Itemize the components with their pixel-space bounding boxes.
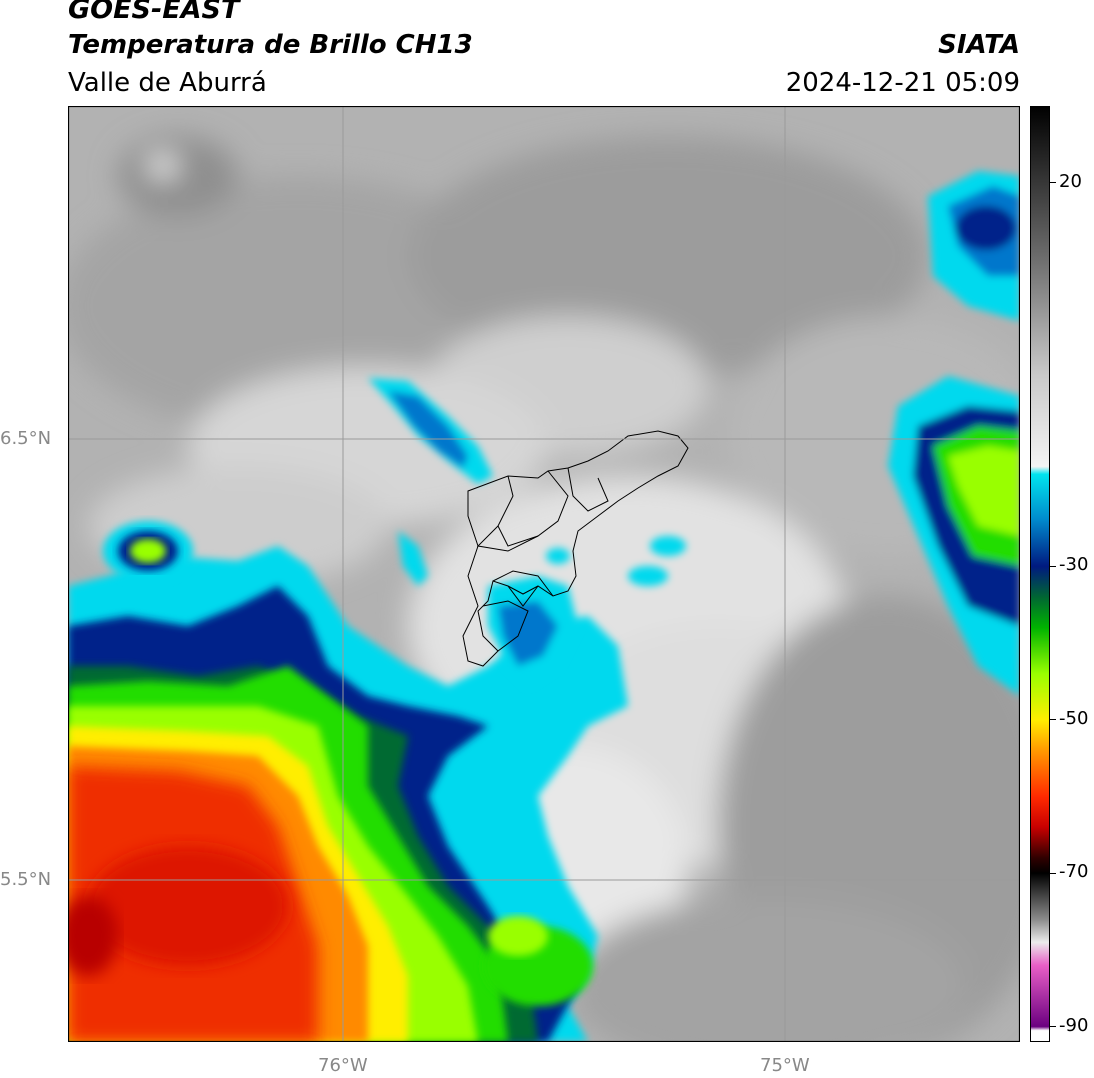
colorbar-tick-mark [1050, 1026, 1056, 1028]
lon-tick-label: 76°W [318, 1055, 368, 1076]
product-title: Temperatura de Brillo CH13 [68, 30, 473, 60]
organization-label: SIATA [938, 30, 1020, 60]
colorbar-frame [1030, 106, 1050, 1042]
colorbar-tick-label: 20 [1059, 170, 1082, 192]
datetime-label: 2024-12-21 05:09 [785, 68, 1020, 98]
map-frame [68, 106, 1020, 1042]
colorbar-tick-mark [1050, 182, 1056, 184]
colorbar [1030, 106, 1050, 1042]
lon-tick-label: 75°W [760, 1055, 810, 1076]
municipal-boundaries [462, 430, 689, 667]
colorbar-tick-label: -50 [1059, 707, 1089, 729]
graticule [68, 106, 1020, 1042]
cell-northeast [928, 171, 1020, 321]
region-subtitle: Valle de Aburrá [68, 68, 267, 98]
colorbar-gradient [1030, 106, 1050, 1042]
satellite-title: GOES-EAST [68, 0, 240, 25]
colorbar-tick-label: -90 [1059, 1014, 1089, 1036]
convective-system-southwest [68, 521, 628, 1042]
colorbar-tick-label: -70 [1059, 861, 1089, 883]
lat-tick-label: 6.5°N [0, 428, 52, 449]
colorbar-tick-mark [1050, 565, 1056, 567]
colorbar-tick-mark [1050, 872, 1056, 874]
colorbar-tick-label: -30 [1059, 554, 1089, 576]
brightness-temperature-map [68, 106, 1020, 1042]
colorbar-tick-mark [1050, 719, 1056, 721]
cells-central [368, 378, 686, 686]
cell-east [888, 376, 1020, 696]
lat-tick-label: 5.5°N [0, 869, 52, 890]
